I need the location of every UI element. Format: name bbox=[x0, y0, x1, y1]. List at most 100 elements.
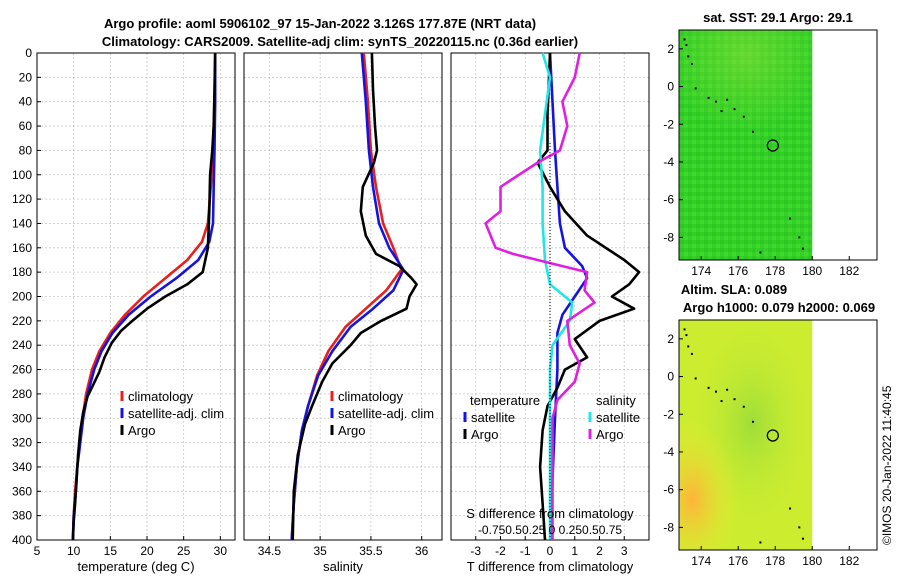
y-tick-label: 120 bbox=[12, 192, 32, 206]
y-tick-label: 260 bbox=[12, 363, 32, 377]
y-tick-label: 380 bbox=[12, 509, 32, 523]
coast-speck bbox=[789, 507, 792, 510]
coast-speck bbox=[694, 87, 697, 90]
coast-speck bbox=[801, 247, 804, 250]
legend-label: Argo bbox=[338, 423, 365, 438]
argo-location-marker bbox=[766, 139, 779, 152]
temperature-panel: 5 10 15 20 25 30 temperature (deg C) 0 20 40 60 80 1… bbox=[12, 46, 236, 574]
coast-speck bbox=[742, 115, 745, 118]
y-tick-label: 160 bbox=[12, 241, 32, 255]
y-tick-label: -6 bbox=[663, 193, 674, 207]
legend-label: climatology bbox=[128, 389, 194, 404]
map-frame bbox=[678, 319, 878, 551]
y-tick-label: 2 bbox=[667, 332, 674, 346]
coast-speck bbox=[685, 44, 688, 47]
figure-title-line2: Climatology: CARS2009. Satellite-adj cli… bbox=[102, 34, 578, 49]
y-tick-label: -8 bbox=[663, 230, 674, 244]
x-tick-label: 2 bbox=[596, 544, 603, 558]
coast-speck bbox=[759, 251, 762, 254]
coast-speck bbox=[687, 55, 690, 58]
coast-speck bbox=[690, 62, 693, 65]
x-axis-label: salinity bbox=[323, 559, 363, 574]
x-tick-label: 34.5 bbox=[258, 544, 282, 558]
coast-speck bbox=[715, 100, 718, 103]
legend-label: satellite-adj. clim bbox=[128, 406, 224, 421]
coast-speck bbox=[707, 96, 710, 99]
legend-label: satellite bbox=[471, 410, 515, 425]
legend-label: satellite bbox=[596, 410, 640, 425]
coast-speck bbox=[694, 377, 697, 380]
x-tick-label: 35.5 bbox=[359, 544, 383, 558]
s-tick-labels: -0.750.50.25 0 0.250.50.75 bbox=[478, 523, 622, 537]
legend-label: Argo bbox=[471, 427, 498, 442]
y-tick-label: 0 bbox=[25, 46, 32, 60]
y-tick-label: 40 bbox=[19, 95, 33, 109]
coast-speck bbox=[733, 108, 736, 111]
y-tick-label: 280 bbox=[12, 387, 32, 401]
x-tick-label: 178 bbox=[765, 264, 785, 278]
series-line-argo-t bbox=[536, 52, 641, 541]
x-tick-label: 176 bbox=[728, 264, 748, 278]
coast-speck bbox=[733, 398, 736, 401]
coast-speck bbox=[707, 386, 710, 389]
y-tick-label: -6 bbox=[663, 483, 674, 497]
y-tick-label: 360 bbox=[12, 484, 32, 498]
x-tick-label: 15 bbox=[104, 544, 118, 558]
sst-warm-patch bbox=[679, 30, 813, 157]
x-tick-label: 5 bbox=[34, 544, 41, 558]
y-tick-label: 220 bbox=[12, 314, 32, 328]
y-tick-label: 20 bbox=[19, 70, 33, 84]
x-tick-label: 180 bbox=[802, 554, 822, 568]
x-tick-label: -2 bbox=[495, 544, 506, 558]
y-tick-label: -2 bbox=[663, 407, 674, 421]
y-tick-label: -4 bbox=[663, 155, 674, 169]
coast-speck bbox=[752, 130, 755, 133]
y-tick-label: 200 bbox=[12, 290, 32, 304]
sst-title: sat. SST: 29.1 Argo: 29.1 bbox=[703, 10, 853, 25]
x-tick-label: 20 bbox=[140, 544, 154, 558]
x-axis-label: temperature (deg C) bbox=[77, 559, 194, 574]
y-tick-label: -4 bbox=[663, 445, 674, 459]
coast-speck bbox=[759, 541, 762, 544]
y-tick-label: 300 bbox=[12, 411, 32, 425]
y-tick-label: 80 bbox=[19, 143, 33, 157]
salinity-panel: 34.5 35 35.5 36 salinity climatology satellite… bbox=[243, 52, 443, 574]
legend-head-salinity: salinity bbox=[596, 393, 636, 408]
coast-speck bbox=[720, 400, 723, 403]
y-tick-label: 400 bbox=[12, 533, 32, 547]
coast-speck bbox=[690, 352, 693, 355]
x-tick-label: 36 bbox=[415, 544, 429, 558]
axes-frame bbox=[243, 52, 443, 541]
coast-speck bbox=[687, 345, 690, 348]
y-tick-label: -2 bbox=[663, 117, 674, 131]
x-tick-label: 1 bbox=[571, 544, 578, 558]
difference-panel: -3 -2 -1 0 1 2 3T difference from climatology t… bbox=[450, 52, 650, 574]
x-tick-label: 3 bbox=[621, 544, 628, 558]
coast-speck bbox=[683, 38, 686, 41]
sla-hot-patch bbox=[679, 320, 813, 550]
sst-map-panel: sat. SST: 29.1 Argo: 29.1 174 176 178 180 182… bbox=[663, 10, 878, 278]
x-tick-label: 10 bbox=[67, 544, 81, 558]
y-tick-label: 180 bbox=[12, 265, 32, 279]
map-frame bbox=[678, 29, 878, 261]
x-tick-label: 174 bbox=[691, 554, 711, 568]
coast-speck bbox=[683, 328, 686, 331]
y-tick-label: -8 bbox=[663, 520, 674, 534]
x-tick-label: -1 bbox=[520, 544, 531, 558]
timestamp: ©IMOS 20-Jan-2022 11:40:45 bbox=[880, 385, 894, 545]
x-tick-label: 35 bbox=[313, 544, 327, 558]
x-tick-label: 176 bbox=[728, 554, 748, 568]
y-tick-label: 60 bbox=[19, 119, 33, 133]
legend-label: climatology bbox=[338, 389, 404, 404]
y-tick-label: 140 bbox=[12, 216, 32, 230]
coast-speck bbox=[726, 388, 729, 391]
series-line-argo-s bbox=[484, 52, 596, 540]
sla-map-panel: Altim. SLA: 0.089 Argo h1000: 0.079 h2000… bbox=[663, 282, 878, 568]
x-tick-label: 0 bbox=[547, 544, 554, 558]
series-line-argo bbox=[291, 52, 418, 541]
series-line-argo bbox=[71, 52, 217, 541]
figure-title-line1: Argo profile: aoml 5906102_97 15-Jan-202… bbox=[104, 16, 536, 31]
x-tick-label: 182 bbox=[839, 264, 859, 278]
y-tick-label: 0 bbox=[667, 370, 674, 384]
